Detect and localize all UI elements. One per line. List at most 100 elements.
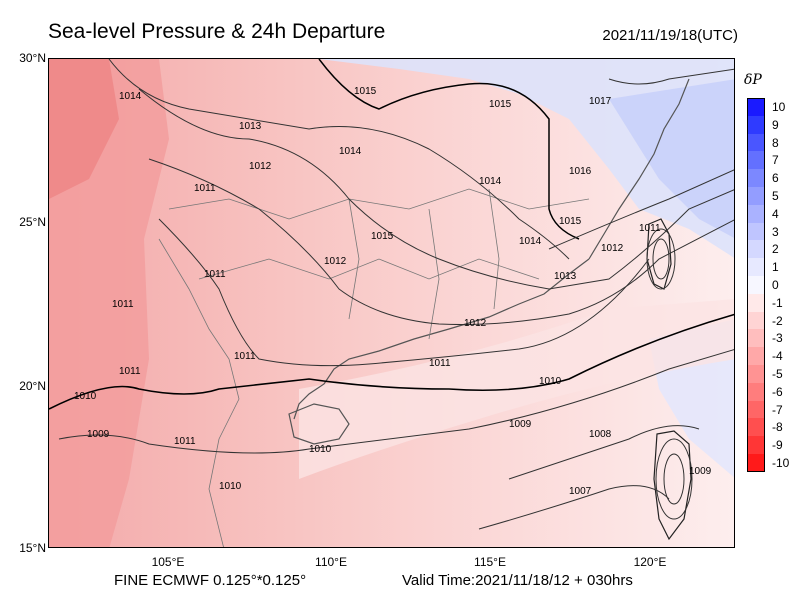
map-canvas: 1014 1013 1012 1011 1015 1015 1014 1014 … <box>49 59 734 547</box>
contour-label: 1011 <box>639 223 661 234</box>
isobar-1014 <box>108 59 570 260</box>
lat-tick-label: 30°N <box>19 51 46 65</box>
contour-label: 1014 <box>519 236 542 247</box>
province-borders <box>168 188 590 220</box>
legend-swatch <box>747 293 765 312</box>
contour-label: 1012 <box>324 256 347 267</box>
legend-swatch <box>747 186 765 205</box>
isobar-local-luzon <box>655 438 693 520</box>
legend-swatch <box>747 453 765 472</box>
legend-swatch <box>747 329 765 348</box>
isobar-1012 <box>148 158 734 326</box>
legend-swatch <box>747 400 765 419</box>
contour-label: 1013 <box>554 271 577 282</box>
contour-label: 1012 <box>464 318 487 329</box>
contour-label: 1011 <box>174 436 196 447</box>
contour-label: 1010 <box>539 376 562 387</box>
isobar-local-luzon <box>663 453 685 505</box>
contour-label: 1007 <box>569 486 592 497</box>
contour-label: 1010 <box>74 391 97 402</box>
contour-label: 1011 <box>194 183 216 194</box>
legend-swatch <box>747 133 765 152</box>
contour-label: 1014 <box>479 176 502 187</box>
legend-swatch <box>747 347 765 365</box>
legend-label: -2 <box>772 313 783 328</box>
legend-swatch <box>747 222 765 241</box>
contour-label: 1011 <box>119 366 141 377</box>
contour-label: 1015 <box>559 216 582 227</box>
contour-label: 1014 <box>339 146 362 157</box>
isobar-1007 <box>478 485 670 530</box>
isobar-local-taiwan <box>652 238 670 280</box>
coastline-east-china <box>588 78 690 260</box>
hainan-island <box>288 403 350 445</box>
legend-label: 4 <box>772 206 779 221</box>
coastline-south-china <box>293 258 590 420</box>
contour-label: 1009 <box>509 419 532 430</box>
legend-swatch <box>747 169 765 187</box>
legend-swatch <box>747 364 765 383</box>
contour-label: 1009 <box>689 466 712 477</box>
legend-label: 7 <box>772 153 779 168</box>
lat-tick-label: 25°N <box>19 215 46 229</box>
luzon-island <box>653 430 692 541</box>
contour-label: 1010 <box>309 444 332 455</box>
country-borders <box>158 238 240 547</box>
isobar-1016 <box>548 169 734 250</box>
contour-label: 1011 <box>204 269 226 280</box>
pressure-map: 1014 1013 1012 1011 1015 1015 1014 1014 … <box>48 58 735 548</box>
legend-swatch <box>747 382 765 401</box>
isobar-1015 <box>318 59 580 240</box>
legend-label: 5 <box>772 189 779 203</box>
legend-swatch <box>747 258 765 276</box>
contour-label: 1013 <box>239 121 262 132</box>
legend-label: -4 <box>772 349 783 364</box>
map-datetime: 2021/11/19/18(UTC) <box>602 27 738 44</box>
lon-tick-label: 105°E <box>151 555 185 569</box>
legend-swatch <box>747 98 765 116</box>
legend-label: 3 <box>772 224 779 239</box>
valid-time-label: Valid Time:2021/11/18/12 + 030hrs <box>402 572 633 589</box>
map-title: Sea-level Pressure & 24h Departure <box>48 20 386 43</box>
contour-label: 1014 <box>119 91 142 102</box>
legend-swatch <box>747 115 765 134</box>
legend-label: -8 <box>772 420 783 435</box>
legend-label: 6 <box>772 171 779 186</box>
contour-labels: 1014 1013 1012 1011 1015 1015 1014 1014 … <box>74 86 712 497</box>
isobar-1008 <box>508 425 700 480</box>
legend-swatch <box>747 418 765 437</box>
legend-swatch <box>747 240 765 259</box>
contour-label: 1017 <box>589 96 612 107</box>
lon-tick-label: 115°E <box>474 555 506 569</box>
taiwan-island <box>646 218 672 290</box>
legend-title: δP <box>744 72 762 88</box>
legend-swatch <box>747 436 765 454</box>
legend-label: -1 <box>772 295 783 310</box>
province-borders <box>348 188 500 340</box>
legend-label: -6 <box>772 384 783 399</box>
legend-swatch <box>747 151 765 170</box>
isobar-1009 <box>58 349 734 454</box>
contour-label: 1012 <box>249 161 272 172</box>
legend-label: 0 <box>772 278 779 292</box>
contour-label: 1015 <box>489 99 512 110</box>
legend-label: 10 <box>772 100 786 114</box>
contour-label: 1009 <box>87 429 110 440</box>
lon-tick-label: 110°E <box>315 555 347 569</box>
legend-label: -5 <box>772 367 783 381</box>
contour-label: 1016 <box>569 166 592 177</box>
isobar-1013 <box>138 88 734 290</box>
isobar-1017 <box>608 68 734 85</box>
color-legend <box>747 98 767 472</box>
model-resolution-label: FINE ECMWF 0.125°*0.125° <box>114 572 307 589</box>
legend-label: -7 <box>772 402 783 417</box>
isobar-1010 <box>49 313 734 410</box>
contour-label: 1011 <box>112 299 134 310</box>
contour-label: 1012 <box>601 243 624 254</box>
lat-tick-label: 15°N <box>19 541 46 555</box>
contour-label: 1011 <box>429 358 451 369</box>
contour-label: 1015 <box>371 231 394 242</box>
lon-tick-label: 120°E <box>633 555 667 569</box>
legend-label: 1 <box>772 260 779 275</box>
positive-region-strong <box>609 79 734 238</box>
